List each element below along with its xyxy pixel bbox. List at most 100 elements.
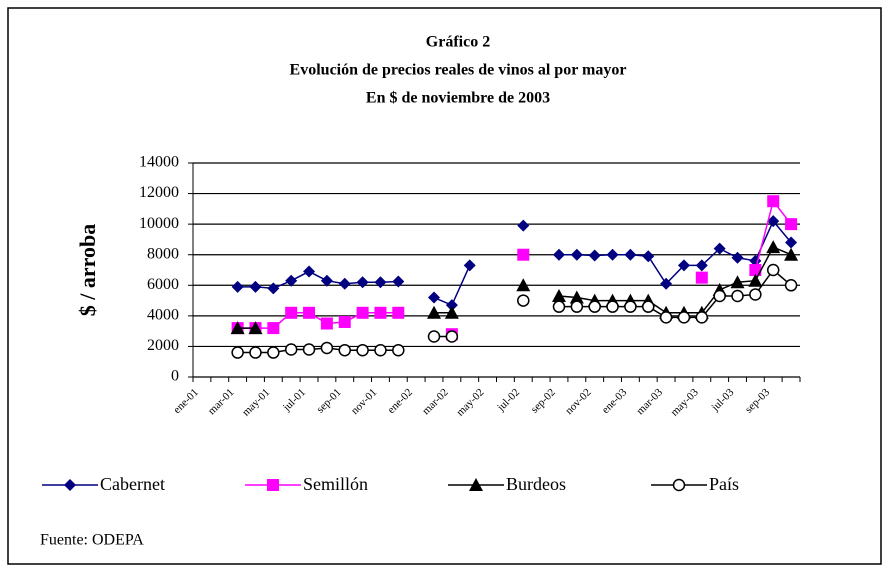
marker	[642, 250, 655, 263]
marker	[570, 248, 583, 261]
source: Fuente: ODEPA	[40, 532, 144, 549]
marker	[392, 344, 405, 357]
marker	[784, 247, 799, 261]
y-tick-label: 12000	[139, 184, 179, 201]
chart-title: Evolución de precios reales de vinos al …	[290, 62, 627, 79]
marker	[695, 271, 708, 284]
marker	[551, 288, 566, 302]
marker	[606, 248, 619, 261]
marker	[785, 236, 798, 249]
marker	[731, 289, 744, 303]
marker	[231, 346, 244, 359]
legend-marker	[672, 478, 686, 492]
marker	[677, 259, 690, 272]
marker	[606, 300, 619, 313]
marker	[731, 251, 744, 264]
marker	[463, 259, 476, 272]
marker	[231, 280, 244, 293]
marker	[445, 330, 459, 343]
marker	[374, 344, 387, 357]
marker	[713, 289, 726, 303]
marker	[749, 288, 762, 301]
marker	[302, 343, 316, 356]
marker	[427, 330, 441, 343]
marker	[267, 322, 280, 335]
marker	[392, 275, 405, 288]
marker	[338, 315, 351, 328]
legend-label: Semillón	[303, 474, 368, 494]
marker	[516, 278, 531, 292]
marker	[552, 248, 565, 261]
marker	[285, 306, 298, 319]
marker	[767, 195, 780, 208]
marker	[248, 321, 263, 335]
marker	[517, 248, 530, 261]
y-tick-label: 0	[171, 368, 179, 385]
marker	[695, 311, 709, 324]
marker	[320, 274, 333, 287]
chart-title: En $ de noviembre de 2003	[366, 90, 550, 107]
marker	[303, 265, 316, 278]
legend-label: Burdeos	[506, 474, 566, 494]
marker	[249, 280, 262, 293]
marker	[642, 300, 655, 313]
legend-label: País	[709, 474, 739, 494]
marker	[392, 306, 405, 319]
marker	[356, 306, 369, 319]
marker	[427, 305, 442, 319]
marker	[730, 275, 745, 289]
marker	[356, 344, 369, 357]
marker	[624, 248, 637, 261]
legend-marker	[469, 478, 483, 491]
marker	[320, 341, 334, 355]
marker	[695, 259, 708, 272]
y-tick-label: 10000	[139, 215, 179, 232]
marker	[338, 277, 351, 290]
marker	[570, 300, 584, 313]
marker	[356, 276, 369, 289]
marker	[660, 277, 673, 290]
marker	[428, 291, 441, 304]
marker	[230, 321, 245, 335]
marker	[713, 242, 726, 255]
marker	[624, 300, 637, 313]
marker	[374, 306, 387, 319]
marker	[284, 343, 298, 356]
marker	[588, 300, 601, 313]
chart-title: Gráfico 2	[426, 34, 490, 51]
marker	[338, 344, 351, 357]
y-tick-label: 14000	[139, 154, 179, 171]
legend-marker	[267, 479, 279, 491]
marker	[445, 299, 458, 312]
marker	[766, 263, 780, 277]
marker	[569, 290, 584, 304]
marker	[588, 249, 601, 262]
legend-label: Cabernet	[100, 474, 165, 494]
y-tick-label: 6000	[147, 276, 179, 293]
marker	[249, 346, 262, 359]
marker	[517, 294, 530, 307]
marker	[749, 264, 762, 276]
marker	[267, 346, 280, 359]
legend-marker	[64, 479, 76, 491]
y-tick-label: 4000	[147, 307, 179, 324]
marker	[320, 317, 333, 330]
marker	[303, 306, 316, 319]
marker	[552, 300, 566, 313]
marker	[767, 215, 780, 228]
marker	[517, 219, 530, 232]
marker	[748, 273, 763, 287]
y-axis-label: $ / arroba	[75, 224, 100, 316]
marker	[785, 218, 798, 231]
marker	[285, 274, 298, 287]
marker	[444, 305, 459, 319]
marker	[374, 276, 387, 289]
marker	[766, 240, 781, 254]
marker	[267, 282, 280, 295]
y-tick-label: 8000	[147, 245, 179, 262]
y-tick-label: 2000	[147, 337, 179, 354]
marker	[659, 311, 673, 324]
marker	[784, 279, 798, 292]
marker	[677, 311, 691, 324]
